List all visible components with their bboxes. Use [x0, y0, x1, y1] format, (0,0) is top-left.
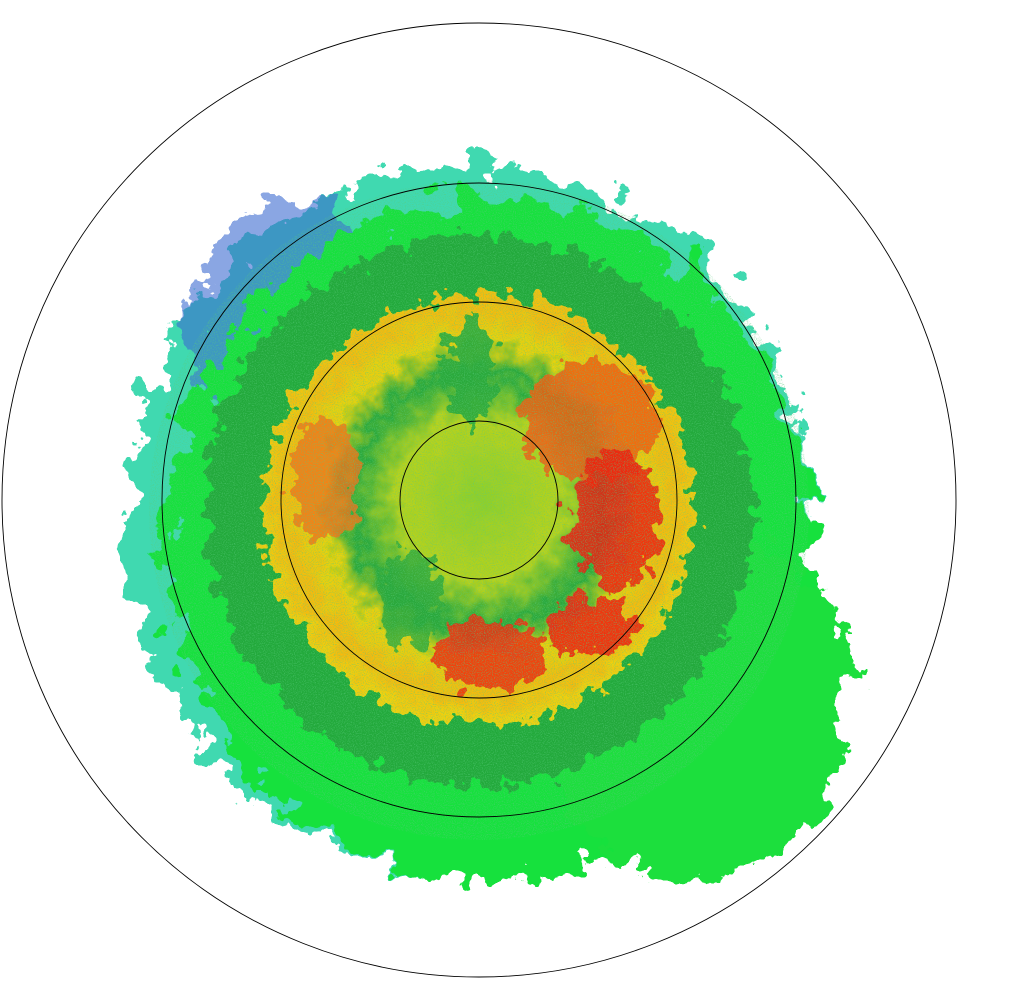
range-ring: [1, 22, 957, 978]
echo-texture: [149, 180, 809, 840]
range-ring: [280, 301, 678, 699]
range-ring: [399, 420, 559, 580]
range-rings: [1, 22, 957, 978]
range-ring: [161, 182, 797, 818]
